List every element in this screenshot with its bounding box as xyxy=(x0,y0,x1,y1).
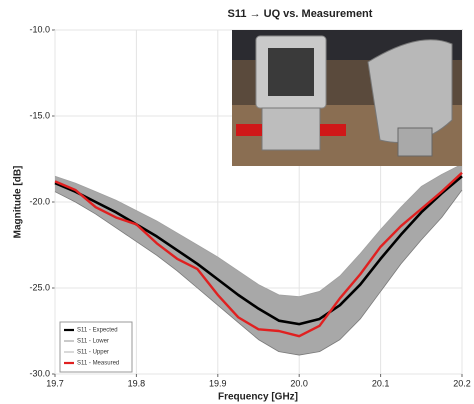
photo-horn-side xyxy=(368,40,452,143)
legend-label: S11 - Upper xyxy=(77,350,109,356)
legend: S11 - Expected S11 - Lower S11 - Upper S11 … xyxy=(60,322,132,372)
legend-label: S11 - Lower xyxy=(77,339,109,345)
x-tick-label: 19.7 xyxy=(46,378,64,388)
chart-title: S11 → UQ vs. Measurement xyxy=(228,8,373,20)
photo-connector xyxy=(236,124,262,136)
legend-label: S11 - Measured xyxy=(77,361,119,367)
y-tick-label: -20.0 xyxy=(29,196,50,206)
x-tick-label: 20.0 xyxy=(290,378,308,388)
y-tick-label: -10.0 xyxy=(29,24,50,34)
photo-connector xyxy=(320,124,346,136)
x-tick-label: 20.1 xyxy=(372,378,390,388)
inset-photo xyxy=(232,30,462,166)
x-tick-label: 19.8 xyxy=(128,378,146,388)
y-axis-label: Magnitude [dB] xyxy=(13,166,24,239)
photo-block xyxy=(262,108,320,150)
y-tick-label: -15.0 xyxy=(29,110,50,120)
photo-aperture xyxy=(268,48,314,96)
y-tick-label: -25.0 xyxy=(29,282,50,292)
chart: S11 → UQ vs. Measurement Frequency [GHz]… xyxy=(0,0,474,404)
photo-block-side xyxy=(398,128,432,156)
x-tick-label: 19.9 xyxy=(209,378,227,388)
legend-label: S11 - Expected xyxy=(77,328,118,334)
x-axis-label: Frequency [GHz] xyxy=(218,392,298,403)
x-tick-label: 20.2 xyxy=(453,378,471,388)
y-tick-label: -30.0 xyxy=(29,368,50,378)
